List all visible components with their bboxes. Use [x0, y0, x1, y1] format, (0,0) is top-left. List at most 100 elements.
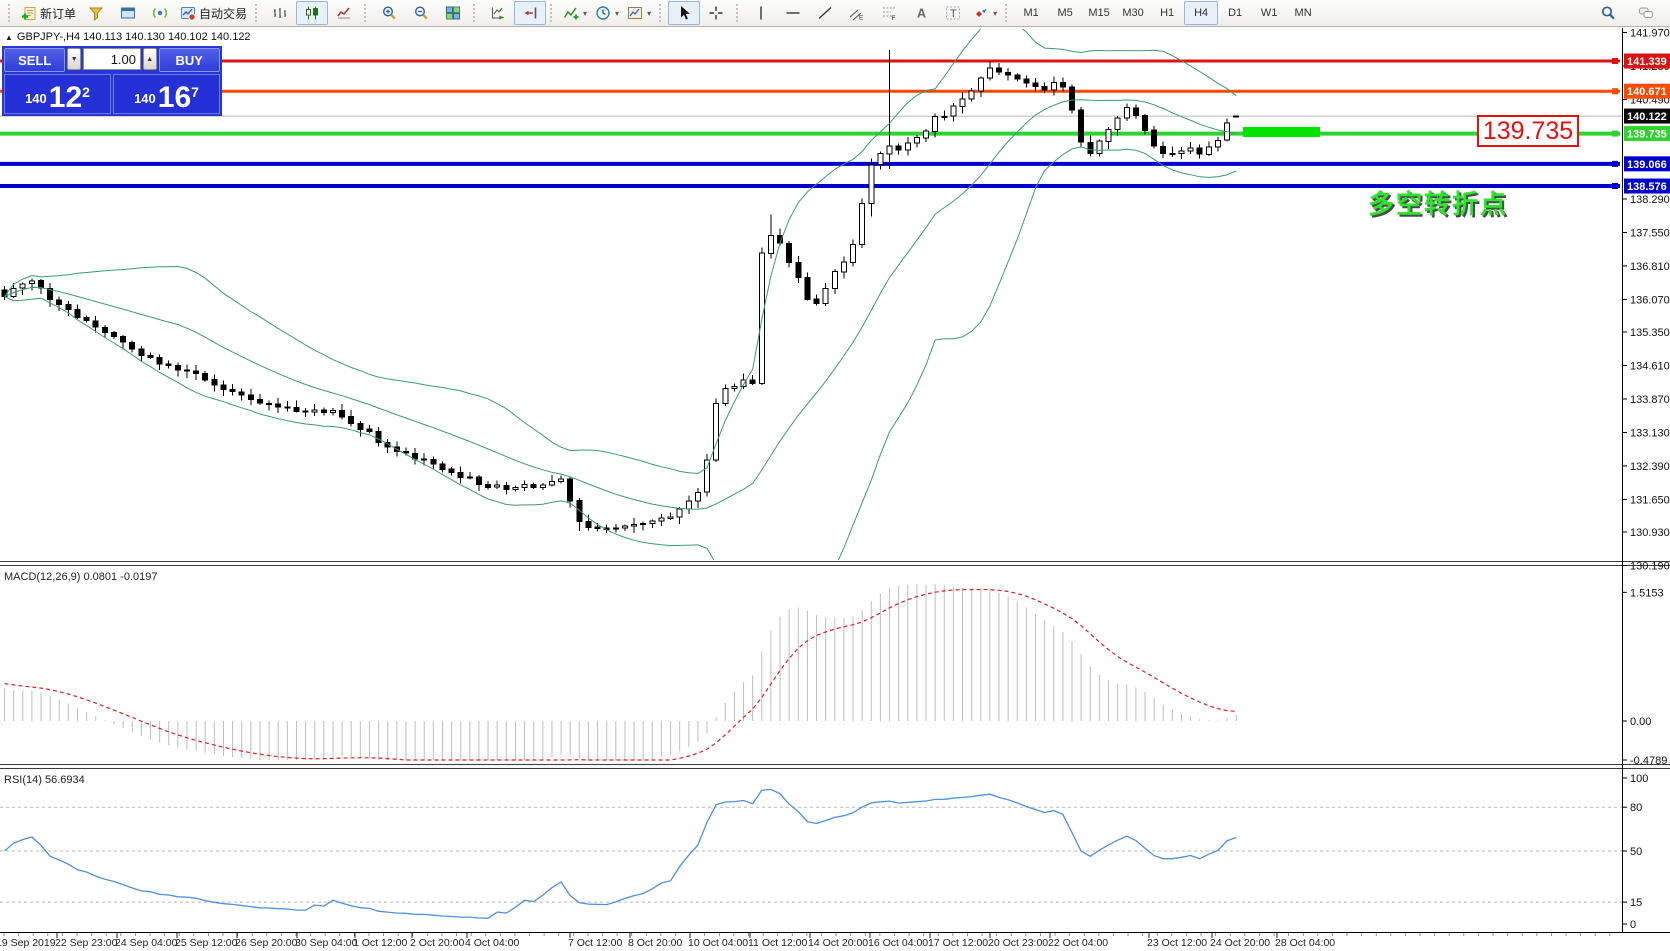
signal-icon: [152, 5, 168, 21]
crosshair-button[interactable]: [700, 1, 732, 25]
sell-button[interactable]: SELL: [4, 48, 66, 72]
svg-text:134.610: 134.610: [1630, 360, 1670, 372]
vertical-line-button[interactable]: [745, 1, 777, 25]
arrows-dropdown[interactable]: ▾: [969, 1, 1001, 25]
rsi-axis: 100 80 50 15 0: [1622, 773, 1648, 931]
volume-up-button[interactable]: ▲: [143, 48, 157, 70]
svg-text:23 Oct 12:00: 23 Oct 12:00: [1147, 937, 1207, 949]
tf-m1[interactable]: M1: [1014, 1, 1048, 25]
autotrading-button[interactable]: 自动交易: [176, 1, 251, 25]
tf-h1[interactable]: H1: [1150, 1, 1184, 25]
templates-dropdown[interactable]: ▾: [623, 1, 655, 25]
svg-text:100: 100: [1630, 773, 1648, 785]
svg-text:20 Oct 23:00: 20 Oct 23:00: [988, 937, 1048, 949]
tf-d1-label: D1: [1228, 7, 1243, 19]
buy-price-display[interactable]: 140 167: [113, 74, 220, 114]
tf-h1-label: H1: [1160, 7, 1175, 19]
signals-button[interactable]: [144, 1, 176, 25]
svg-text:4 Oct 04:00: 4 Oct 04:00: [465, 937, 519, 949]
tf-m30-label: M30: [1122, 7, 1144, 19]
autotrading-icon: [180, 5, 196, 21]
bar-chart-button[interactable]: [264, 1, 296, 25]
macd-axis: 1.5153 0.00 -0.4789: [1622, 587, 1667, 767]
macd-signal-line: [4, 588, 1237, 761]
toolbar-grip: [364, 4, 369, 22]
tf-d1[interactable]: D1: [1218, 1, 1252, 25]
sell-price-display[interactable]: 140 122: [4, 74, 111, 114]
chat-icon: [1638, 5, 1654, 21]
svg-text:28 Oct 04:00: 28 Oct 04:00: [1275, 937, 1335, 949]
label-button[interactable]: T: [937, 1, 969, 25]
hline-icon: [785, 5, 801, 21]
highlight-rectangle[interactable]: [1243, 127, 1320, 137]
equidistant-channel-button[interactable]: E: [841, 1, 873, 25]
autotrading-button-label: 自动交易: [199, 6, 248, 21]
rsi-line: [4, 788, 1237, 919]
cursor-button[interactable]: [668, 1, 701, 25]
dropdown-arrow-icon: ▾: [615, 8, 620, 18]
zoom-out-button[interactable]: [405, 1, 437, 25]
text-button[interactable]: A: [905, 1, 937, 25]
candlestick-series: [1, 50, 1240, 533]
zoom-in-button[interactable]: [373, 1, 405, 25]
svg-text:24 Oct 20:00: 24 Oct 20:00: [1210, 937, 1270, 949]
svg-text:8 Oct 20:00: 8 Oct 20:00: [628, 937, 682, 949]
svg-text:22 Oct 04:00: 22 Oct 04:00: [1048, 937, 1108, 949]
text-a-icon: A: [913, 5, 929, 21]
terminal-button[interactable]: [112, 1, 144, 25]
tf-h4[interactable]: H4: [1184, 1, 1219, 25]
toolbar-grip: [1005, 4, 1010, 22]
rsi-indicator: [0, 788, 1622, 919]
line-chart-button[interactable]: [328, 1, 360, 25]
tf-m5[interactable]: M5: [1048, 1, 1082, 25]
volume-down-button[interactable]: ▼: [67, 48, 81, 70]
new-order-icon: [21, 5, 37, 21]
price-callout-box[interactable]: 139.735: [1477, 115, 1579, 147]
market-watch-button[interactable]: [80, 1, 112, 25]
search-button[interactable]: [1592, 1, 1624, 25]
tf-m15[interactable]: M15: [1082, 1, 1116, 25]
horizontal-levels[interactable]: [0, 58, 1622, 190]
tf-w1[interactable]: W1: [1252, 1, 1286, 25]
terminal-window-icon: [120, 5, 136, 21]
tf-w1-label: W1: [1260, 7, 1278, 19]
svg-text:138.290: 138.290: [1630, 194, 1670, 206]
svg-text:2 Oct 20:00: 2 Oct 20:00: [410, 937, 464, 949]
horizontal-line-button[interactable]: [777, 1, 809, 25]
zoom-out-icon: [413, 5, 429, 21]
turning-point-annotation: 多空转折点: [1368, 184, 1508, 221]
svg-text:80: 80: [1630, 802, 1642, 814]
svg-text:10 Oct 04:00: 10 Oct 04:00: [688, 937, 748, 949]
periods-dropdown[interactable]: ▾: [591, 1, 623, 25]
chat-button[interactable]: [1630, 1, 1662, 25]
collapse-arrow-icon[interactable]: ▲: [5, 32, 13, 42]
tf-mn[interactable]: MN: [1286, 1, 1320, 25]
candlestick-chart-button[interactable]: [296, 1, 329, 25]
tile-windows-button[interactable]: [437, 1, 469, 25]
tf-m15-label: M15: [1088, 7, 1110, 19]
volume-input[interactable]: [83, 48, 141, 70]
toolbar-grip: [736, 4, 741, 22]
auto-scroll-button[interactable]: [482, 1, 514, 25]
svg-text:130.930: 130.930: [1630, 527, 1670, 539]
price-axis: 141.970141.230140.490138.290137.550136.8…: [1622, 27, 1670, 572]
fibonacci-button[interactable]: F: [873, 1, 905, 25]
sell-price-big: 122: [48, 80, 90, 114]
chart-shift-button[interactable]: [514, 1, 547, 25]
svg-text:140.671: 140.671: [1627, 86, 1667, 98]
toolbar-grip: [659, 4, 664, 22]
trendline-button[interactable]: [809, 1, 841, 25]
svg-text:19 Sep 2019: 19 Sep 2019: [0, 937, 56, 949]
svg-text:0: 0: [1630, 919, 1636, 931]
tf-m30[interactable]: M30: [1116, 1, 1150, 25]
new-order-button[interactable]: 新订单: [17, 1, 80, 25]
auto-scroll-icon: [490, 5, 506, 21]
clock-icon: [595, 5, 611, 21]
indicators-dropdown[interactable]: ▾: [559, 1, 591, 25]
svg-text:133.870: 133.870: [1630, 394, 1670, 406]
buy-button[interactable]: BUY: [158, 48, 220, 72]
tf-h4-label: H4: [1194, 7, 1209, 19]
svg-text:141.339: 141.339: [1627, 56, 1667, 68]
svg-text:131.650: 131.650: [1630, 494, 1670, 506]
